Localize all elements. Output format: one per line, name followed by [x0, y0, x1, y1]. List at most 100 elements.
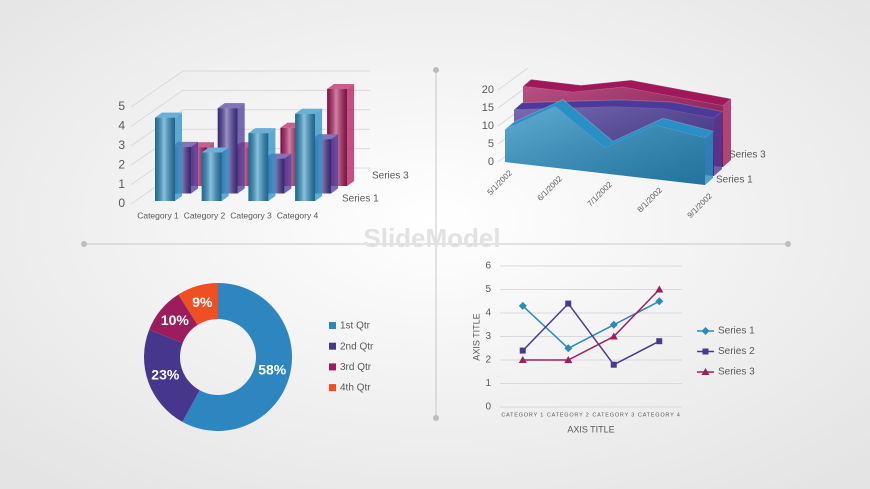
legend-label: Series 2 — [718, 346, 755, 357]
legend-marker — [701, 368, 710, 375]
bar-side — [315, 108, 323, 201]
bar-top — [327, 84, 355, 89]
x-tick-label: Category 3 — [230, 210, 272, 220]
marker — [519, 347, 526, 354]
bar-top-light — [201, 147, 229, 153]
y-tick-label: 15 — [482, 102, 494, 114]
doughnut-slice — [182, 283, 292, 431]
y-tick-label: 2 — [485, 355, 491, 366]
bar — [155, 112, 182, 201]
area-shade — [505, 106, 705, 185]
y-tick-label: 3 — [485, 331, 491, 342]
legend-swatch — [329, 342, 336, 350]
watermark: SlideModel — [363, 223, 500, 253]
x-tick-label: Category 1 — [137, 210, 179, 220]
series-label: Series 3 — [372, 171, 409, 182]
bar-top-light — [155, 112, 182, 118]
series-label: Series 3 — [729, 150, 766, 161]
grid-line — [130, 89, 370, 127]
y-tick-label: 6 — [485, 261, 491, 272]
bar-top-light — [327, 84, 355, 89]
data-label: 10% — [161, 312, 190, 328]
marker — [655, 297, 664, 306]
bar — [295, 108, 323, 201]
doughnut-slice — [144, 329, 200, 422]
bar-top — [155, 112, 182, 118]
bar-shine — [295, 113, 316, 201]
marker — [518, 356, 527, 363]
legend-marker — [701, 327, 710, 335]
area-side — [714, 111, 722, 176]
y-tick-label: 5 — [488, 138, 494, 150]
marker — [564, 356, 573, 363]
line — [522, 288, 660, 361]
area-side — [705, 131, 713, 185]
divider-dot — [433, 67, 439, 73]
bar — [248, 128, 276, 201]
marker — [565, 300, 572, 307]
legend-marker — [702, 348, 709, 355]
bar-side — [331, 134, 339, 194]
x-axis-title: AXIS TITLE — [567, 424, 614, 434]
marker — [564, 344, 573, 353]
legend-label: Series 1 — [718, 326, 755, 337]
bar — [201, 147, 229, 201]
data-label: 9% — [192, 294, 213, 310]
legend-swatch — [329, 384, 336, 392]
x-tick-label: Category 4 — [277, 210, 319, 220]
y-tick-label: 1 — [485, 378, 491, 389]
bar-side — [284, 153, 292, 194]
y-tick-label: 20 — [482, 84, 494, 96]
bar-top-light — [248, 128, 276, 134]
bar-side — [191, 141, 198, 194]
y-axis-title: AXIS TITLE — [471, 313, 481, 360]
legend-swatch — [329, 363, 336, 371]
y-tick-label: 10 — [482, 120, 494, 132]
bar-top — [248, 128, 276, 134]
y-tick-label: 4 — [118, 119, 125, 133]
y-tick-label: 2 — [118, 157, 125, 171]
y-tick-label: 5 — [118, 99, 125, 113]
bar-top-light — [217, 103, 245, 109]
grid-line — [497, 67, 529, 91]
legend-label: 4th Qtr — [340, 383, 371, 394]
divider-dot — [433, 415, 439, 421]
doughnut-slice — [149, 294, 198, 344]
x-tick-label: CATEGORY 3 — [592, 412, 635, 418]
marker — [655, 285, 664, 293]
data-label: 58% — [258, 362, 287, 378]
bar-top-light — [295, 108, 323, 114]
y-tick-label: 0 — [488, 156, 494, 168]
bar-shine — [155, 117, 175, 201]
bar-shine — [201, 152, 222, 201]
bar-side — [347, 84, 355, 186]
y-tick-label: 0 — [485, 402, 491, 413]
x-tick-label: CATEGORY 4 — [638, 412, 681, 418]
marker — [609, 332, 618, 340]
divider-dot — [785, 241, 791, 247]
y-tick-label: 4 — [485, 308, 491, 319]
series-label: Series 1 — [342, 194, 379, 205]
legend-label: 3rd Qtr — [340, 362, 372, 373]
legend-label: Series 3 — [718, 367, 755, 378]
data-label: 23% — [151, 367, 180, 383]
bar-side — [237, 103, 245, 194]
legend-label: 2nd Qtr — [340, 341, 374, 352]
marker — [656, 338, 663, 345]
marker — [518, 301, 527, 310]
marker — [610, 361, 617, 368]
marker — [609, 320, 618, 329]
grid-line — [130, 70, 370, 108]
y-tick-label: 3 — [118, 138, 125, 152]
bar-side — [175, 112, 182, 201]
bar-top — [201, 147, 229, 153]
area-side — [723, 98, 731, 167]
bar-side — [221, 147, 229, 201]
divider-dot — [81, 241, 87, 247]
line — [522, 302, 660, 366]
x-tick-label: CATEGORY 2 — [547, 412, 590, 418]
bar-shine — [248, 133, 269, 201]
series-label: Series 1 — [716, 175, 753, 186]
